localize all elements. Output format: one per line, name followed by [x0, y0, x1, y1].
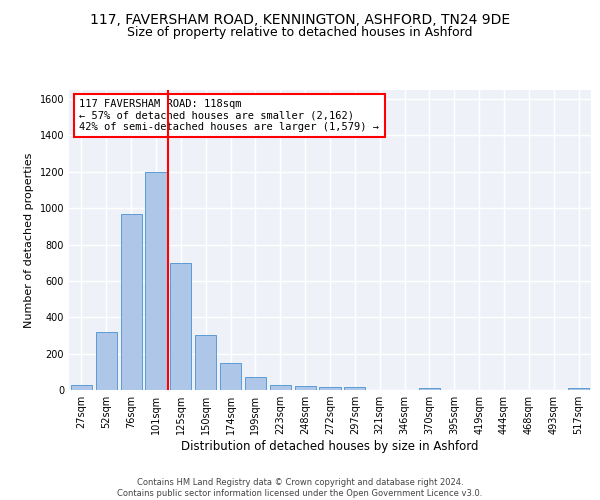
Bar — [319, 388, 341, 390]
Text: Size of property relative to detached houses in Ashford: Size of property relative to detached ho… — [127, 26, 473, 39]
Bar — [270, 384, 291, 390]
Bar — [344, 388, 365, 390]
Bar — [419, 388, 440, 390]
Text: 117, FAVERSHAM ROAD, KENNINGTON, ASHFORD, TN24 9DE: 117, FAVERSHAM ROAD, KENNINGTON, ASHFORD… — [90, 12, 510, 26]
Bar — [220, 362, 241, 390]
X-axis label: Distribution of detached houses by size in Ashford: Distribution of detached houses by size … — [181, 440, 479, 453]
Bar — [568, 388, 589, 390]
Bar — [71, 384, 92, 390]
Text: 117 FAVERSHAM ROAD: 118sqm
← 57% of detached houses are smaller (2,162)
42% of s: 117 FAVERSHAM ROAD: 118sqm ← 57% of deta… — [79, 99, 379, 132]
Bar — [145, 172, 167, 390]
Bar — [170, 262, 191, 390]
Text: Contains HM Land Registry data © Crown copyright and database right 2024.
Contai: Contains HM Land Registry data © Crown c… — [118, 478, 482, 498]
Bar — [245, 378, 266, 390]
Bar — [121, 214, 142, 390]
Bar — [195, 336, 216, 390]
Y-axis label: Number of detached properties: Number of detached properties — [24, 152, 34, 328]
Bar — [295, 386, 316, 390]
Bar — [96, 332, 117, 390]
